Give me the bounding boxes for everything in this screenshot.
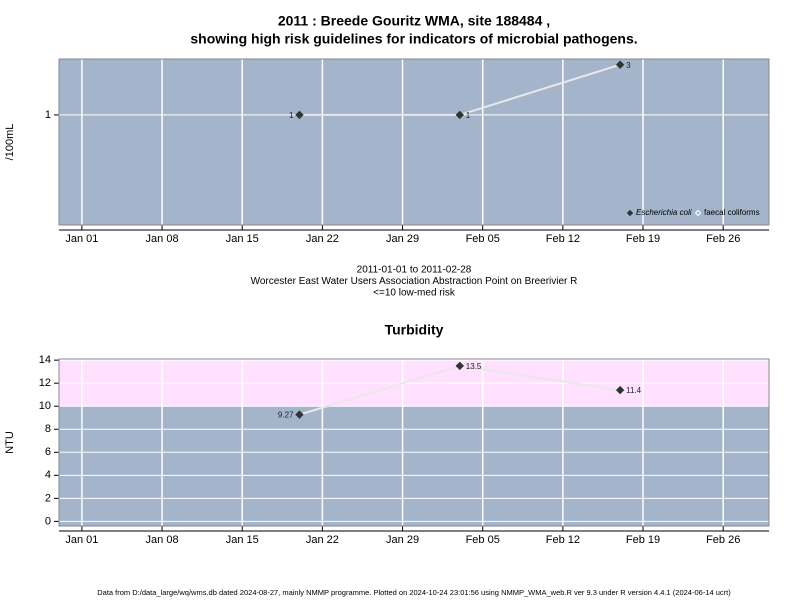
x-tick-label: Feb 05 bbox=[466, 233, 500, 245]
data-label: 11.4 bbox=[626, 386, 642, 395]
legend-label: Escherichia coli bbox=[636, 208, 692, 217]
legend-label: faecal coliforms bbox=[704, 208, 760, 217]
data-point bbox=[615, 385, 625, 395]
data-label: 1 bbox=[466, 111, 471, 120]
x-tick-label: Jan 08 bbox=[146, 233, 179, 245]
x-tick-label: Jan 01 bbox=[65, 534, 98, 546]
x-tick-label: Jan 08 bbox=[146, 534, 179, 546]
chart-title: Turbidity bbox=[385, 322, 444, 338]
x-tick-label: Jan 15 bbox=[226, 534, 259, 546]
y-tick-label: 4 bbox=[45, 469, 51, 481]
data-label: 1 bbox=[289, 111, 294, 120]
x-tick-label: Feb 12 bbox=[546, 233, 580, 245]
y-tick-label: 0 bbox=[45, 515, 51, 527]
y-tick-label: 14 bbox=[39, 354, 51, 366]
y-axis-label: /100mL bbox=[4, 124, 16, 161]
x-axis-label: Worcester East Water Users Association A… bbox=[251, 276, 578, 287]
x-tick-label: Feb 26 bbox=[706, 233, 740, 245]
x-tick-label: Jan 01 bbox=[65, 233, 98, 245]
y-tick-label: 12 bbox=[39, 377, 51, 389]
high-risk-band bbox=[59, 359, 769, 407]
y-tick-label: 8 bbox=[45, 423, 51, 435]
x-tick-label: Jan 15 bbox=[226, 233, 259, 245]
chart-title: showing high risk guidelines for indicat… bbox=[190, 31, 637, 47]
footer: Data from D:/data_large/wq/wms.db dated … bbox=[97, 588, 731, 597]
data-point bbox=[295, 110, 304, 120]
data-label: 13.5 bbox=[466, 362, 482, 371]
x-tick-label: Feb 19 bbox=[626, 233, 660, 245]
y-tick-label: 10 bbox=[39, 400, 51, 412]
x-tick-label: Jan 22 bbox=[306, 534, 339, 546]
legend-marker bbox=[694, 209, 702, 217]
plot-frame bbox=[58, 58, 770, 226]
data-label: 9.27 bbox=[278, 411, 294, 420]
data-point bbox=[295, 410, 304, 419]
y-tick-label: 6 bbox=[45, 446, 51, 458]
data-point bbox=[455, 110, 465, 120]
chart-title: 2011 : Breede Gouritz WMA, site 188484 , bbox=[278, 13, 550, 29]
data-point bbox=[615, 60, 625, 69]
data-label: 3 bbox=[626, 61, 631, 70]
x-tick-label: Feb 19 bbox=[626, 534, 660, 546]
x-tick-label: Jan 22 bbox=[306, 233, 339, 245]
legend-marker bbox=[626, 209, 634, 217]
y-axis-label: NTU bbox=[4, 431, 16, 454]
y-tick-label: 1 bbox=[45, 109, 51, 121]
data-point bbox=[455, 361, 465, 371]
plot-background bbox=[59, 59, 769, 225]
y-tick-label: 2 bbox=[45, 492, 51, 504]
x-tick-label: Feb 26 bbox=[706, 534, 740, 546]
plot-frame bbox=[58, 358, 770, 527]
x-tick-label: Jan 29 bbox=[386, 534, 419, 546]
x-axis-label: <=10 low-med risk bbox=[373, 288, 456, 299]
x-tick-label: Feb 05 bbox=[466, 534, 500, 546]
x-tick-label: Feb 12 bbox=[546, 534, 580, 546]
x-axis-label: 2011-01-01 to 2011-02-28 bbox=[357, 265, 472, 276]
x-tick-label: Jan 29 bbox=[386, 233, 419, 245]
